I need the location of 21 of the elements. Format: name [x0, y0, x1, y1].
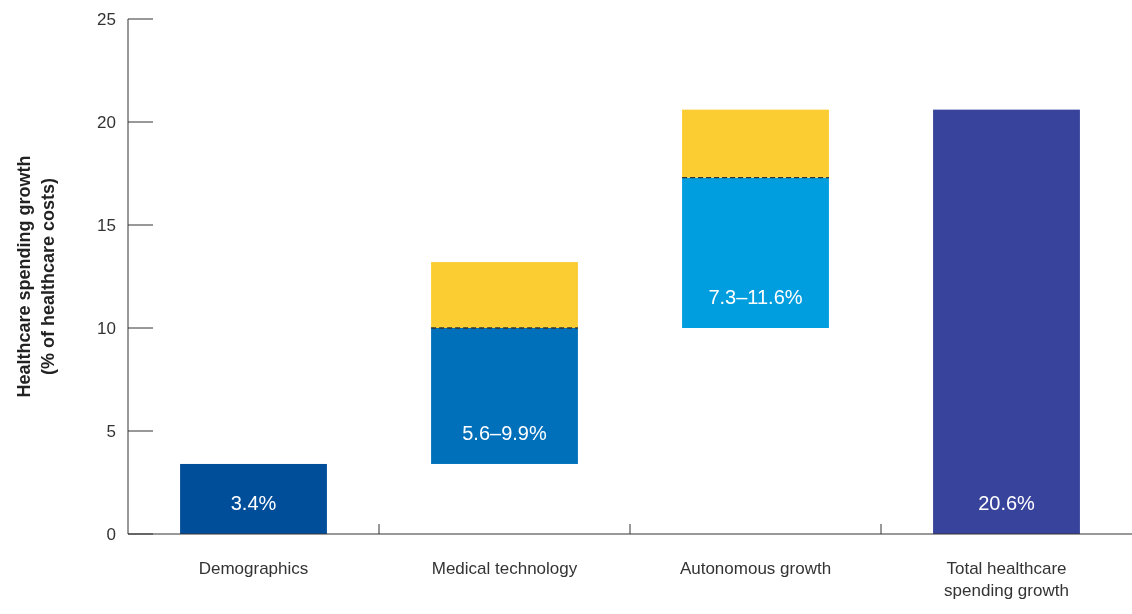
y-tick-label: 15 — [97, 215, 116, 235]
x-tick-label: Autonomous growth — [679, 559, 832, 578]
annotation: 5.6–9.9% — [462, 421, 547, 444]
y-tick-label: 0 — [106, 524, 116, 544]
x-tick-label: Total healthcare spending growth — [944, 559, 1069, 600]
bar — [682, 177, 829, 328]
data-label: 3.4% — [230, 492, 277, 514]
bar — [431, 328, 578, 464]
y-tick-label: 5 — [106, 421, 116, 441]
bar — [431, 262, 578, 328]
x-tick-label: Medical technology — [431, 559, 578, 578]
x-tick-label: Demographics — [198, 559, 309, 578]
y-axis-title: Healthcare spending growth (% of healthcare costs) — [14, 155, 58, 398]
y-tick-label: 20 — [97, 112, 116, 132]
y-tick-label: 10 — [97, 318, 116, 338]
data-label: 20.6% — [978, 492, 1036, 514]
bar — [933, 109, 1080, 534]
bar — [180, 463, 327, 534]
bar — [682, 109, 829, 178]
annotation: 7.3–11.6% — [708, 286, 803, 308]
y-tick-label: 25 — [97, 9, 116, 29]
